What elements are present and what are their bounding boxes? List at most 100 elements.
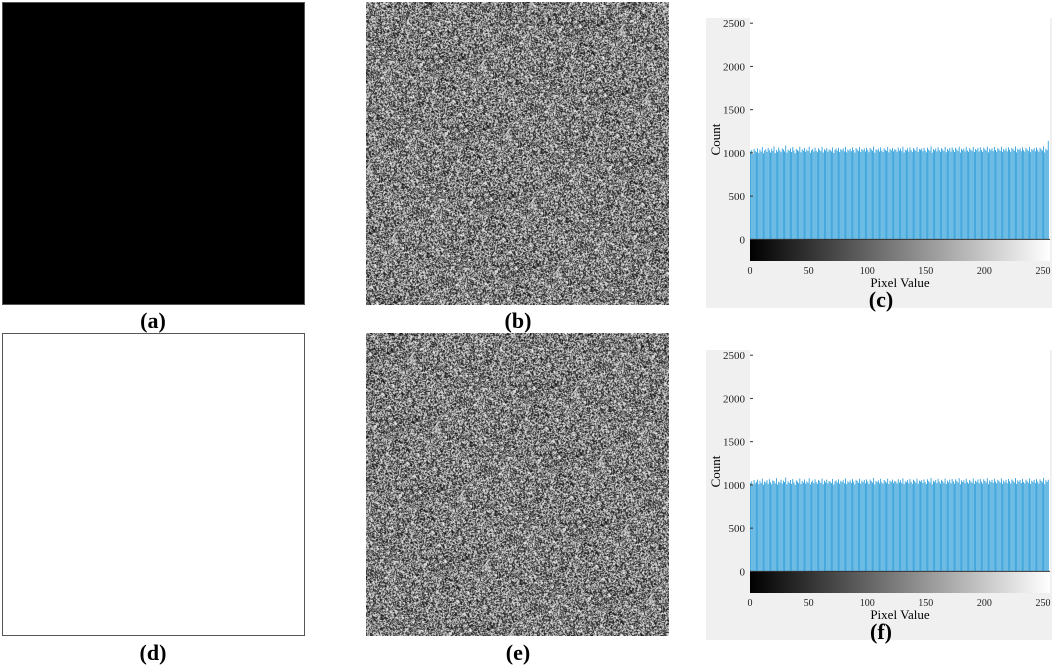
histogram-bar xyxy=(982,483,984,572)
histogram-bar xyxy=(846,152,848,240)
histogram-bar xyxy=(930,146,932,240)
histogram-bar xyxy=(968,151,969,240)
histogram-bar xyxy=(768,479,770,572)
histogram-bar xyxy=(772,151,774,240)
histogram-bar xyxy=(955,147,957,240)
histogram-bar xyxy=(818,479,819,572)
histogram-bar xyxy=(884,481,886,572)
histogram-bar xyxy=(1000,146,1002,240)
histogram-bar xyxy=(787,149,789,240)
histogram-bar xyxy=(932,480,934,572)
histogram-bar xyxy=(819,481,821,572)
histogram-bar xyxy=(920,481,921,572)
histogram-bar xyxy=(1012,480,1014,572)
histogram-bar xyxy=(816,483,818,572)
histogram-bar xyxy=(957,150,959,240)
histogram-bar xyxy=(868,152,870,240)
histogram-bar xyxy=(799,146,801,240)
histogram-bar xyxy=(804,479,805,572)
histogram-bar xyxy=(1010,483,1012,572)
histogram-bar xyxy=(873,478,875,572)
histogram-bar xyxy=(900,480,901,572)
histogram-bar xyxy=(899,482,900,572)
histogram-bar xyxy=(832,478,834,572)
histogram-bar xyxy=(763,484,764,572)
histogram-bar xyxy=(880,147,882,240)
histogram-bar xyxy=(815,150,817,240)
histogram-bar xyxy=(977,479,979,572)
histogram-bar xyxy=(805,151,807,240)
histogram-bar xyxy=(784,482,785,572)
histogram-bar xyxy=(774,153,776,240)
histogram-bar xyxy=(952,149,954,240)
histogram-bar xyxy=(1033,479,1035,572)
histogram-bar xyxy=(921,480,923,572)
histogram-bar xyxy=(834,149,836,240)
histogram-bar xyxy=(882,151,884,240)
histogram-bar xyxy=(1043,477,1044,572)
histogram-bar xyxy=(943,151,945,240)
histogram-bar xyxy=(964,483,966,572)
histogram-bar xyxy=(869,147,871,240)
histogram-bar xyxy=(791,151,793,240)
histogram-bar xyxy=(995,481,996,572)
histogram-bar xyxy=(1029,146,1030,240)
histogram-bar xyxy=(928,149,930,240)
histogram-bar xyxy=(754,483,756,572)
histogram-bar xyxy=(992,482,994,572)
y-tick-label: 1500 xyxy=(723,105,746,117)
histogram-bar xyxy=(1034,483,1036,572)
histogram-bar xyxy=(909,479,911,572)
histogram-bar xyxy=(903,152,905,240)
histogram-bar xyxy=(821,147,823,240)
histogram-bar xyxy=(942,149,944,240)
histogram-bar xyxy=(1015,146,1016,240)
histogram-bar xyxy=(1004,482,1006,572)
histogram-bar xyxy=(857,151,859,240)
histogram-bar xyxy=(979,478,981,572)
histogram-bar xyxy=(917,151,919,240)
y-tick-label: 1000 xyxy=(723,480,746,492)
histogram-bar xyxy=(949,479,951,572)
histogram-bar xyxy=(855,148,857,240)
histogram-bar xyxy=(800,484,802,572)
histogram-bar xyxy=(979,147,981,240)
histogram-bar xyxy=(918,148,920,240)
histogram-bar xyxy=(794,484,796,572)
histogram-bar xyxy=(902,146,904,240)
histogram-bar xyxy=(822,152,824,240)
histogram-bar xyxy=(1003,480,1005,572)
histogram-bar xyxy=(909,147,911,240)
histogram-bar xyxy=(1018,150,1020,240)
histogram-bar xyxy=(887,146,889,240)
histogram-bar xyxy=(1022,147,1023,240)
histogram-bar xyxy=(841,150,843,240)
histogram-bar xyxy=(935,480,937,572)
histogram-bar xyxy=(765,149,767,240)
histogram-bar xyxy=(997,148,999,240)
histogram-bar xyxy=(927,147,928,240)
histogram-bar xyxy=(826,479,828,572)
histogram-bar xyxy=(938,150,940,240)
histogram-bar xyxy=(828,149,830,240)
histogram-bar xyxy=(804,147,805,240)
histogram-bar xyxy=(925,484,927,572)
histogram-bar xyxy=(883,148,885,240)
histogram-bar xyxy=(978,483,980,572)
histogram-bar xyxy=(819,149,821,240)
histogram-bar xyxy=(916,478,918,572)
histogram-bar xyxy=(901,151,903,240)
histogram-bar xyxy=(1025,147,1027,240)
histogram-bar xyxy=(873,146,875,240)
histogram-bar xyxy=(1019,480,1021,572)
histogram-bar xyxy=(894,480,896,572)
histogram-bar xyxy=(913,479,914,572)
histogram-bar xyxy=(972,478,974,572)
histogram-bar xyxy=(982,151,984,240)
histogram-bar xyxy=(930,477,932,572)
x-tick-label: 100 xyxy=(860,598,875,609)
histogram-bar xyxy=(934,482,935,572)
y-tick-label: 2000 xyxy=(723,61,746,73)
histogram-bar xyxy=(917,483,919,572)
histogram-bar xyxy=(824,149,825,240)
